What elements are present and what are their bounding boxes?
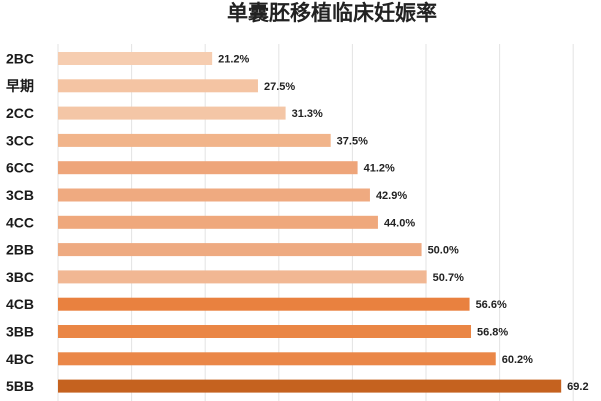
value-label: 56.6%: [476, 299, 507, 311]
value-label: 31.3%: [292, 108, 323, 120]
bar-8: [58, 270, 427, 284]
value-label: 41.2%: [364, 163, 395, 175]
bar-4: [58, 161, 358, 175]
bar-5: [58, 188, 370, 202]
value-label: 56.8%: [477, 327, 508, 339]
category-label: 6CC: [6, 160, 34, 176]
category-labels: 2BC 早期 2CC 3CC 6CC 3CB 4CC 2BB 3BC 4CB 3BB 4BC 5BB: [6, 51, 34, 395]
value-label: 27.5%: [264, 81, 295, 93]
bars: [58, 52, 562, 393]
value-label: 42.9%: [376, 190, 407, 202]
chart-title: 单囊胚移植临床妊娠率: [227, 1, 437, 25]
value-label: 44.0%: [384, 217, 415, 229]
bar-6: [58, 215, 378, 229]
category-label: 早期: [6, 78, 34, 94]
bar-1: [58, 79, 258, 93]
bar-10: [58, 325, 472, 338]
bar-2: [58, 106, 286, 120]
bar-9: [58, 297, 470, 311]
value-label: 50.0%: [428, 245, 459, 257]
category-label: 4CC: [6, 214, 34, 230]
value-label: 37.5%: [337, 135, 368, 147]
value-label: 60.2%: [502, 354, 533, 366]
category-label: 5BB: [6, 378, 34, 394]
bar-0: [58, 52, 213, 65]
category-label: 3CB: [6, 187, 34, 203]
bar-3: [58, 133, 331, 147]
category-label: 2BB: [6, 242, 34, 258]
category-label: 4CB: [6, 296, 34, 312]
value-label: 21.2%: [218, 54, 249, 66]
category-label: 4BC: [6, 351, 34, 367]
value-label: 50.7%: [433, 272, 464, 284]
bar-7: [58, 243, 422, 257]
value-labels: 21.2% 27.5% 31.3% 37.5% 41.2% 42.9% 44.0% 50.0%…: [218, 54, 588, 394]
category-label: 3CC: [6, 132, 34, 148]
bar-11: [58, 352, 496, 366]
category-label: 2BC: [6, 51, 34, 67]
value-label: 69.2: [567, 381, 588, 393]
category-label: 2CC: [6, 105, 34, 121]
category-label: 3BC: [6, 269, 34, 285]
bar-12: [58, 379, 562, 393]
category-label: 3BB: [6, 324, 34, 340]
